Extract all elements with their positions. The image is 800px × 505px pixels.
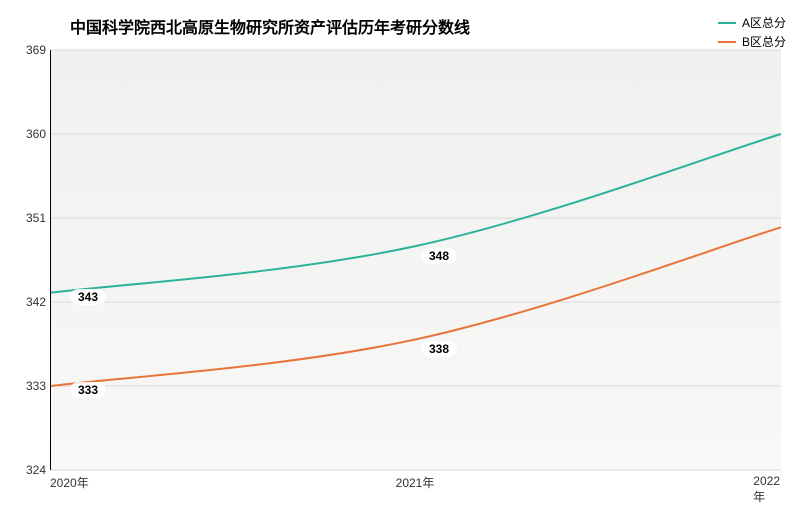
chart-container: 中国科学院西北高原生物研究所资产评估历年考研分数线 A区总分 B区总分 324 3… <box>0 0 800 500</box>
legend-item-b: B区总分 <box>718 33 786 50</box>
plot-area <box>50 50 780 470</box>
data-point-label: 348 <box>421 248 457 264</box>
data-point-label: 333 <box>70 382 106 398</box>
legend-item-a: A区总分 <box>718 14 786 31</box>
legend: A区总分 B区总分 <box>718 14 786 52</box>
chart-title: 中国科学院西北高原生物研究所资产评估历年考研分数线 <box>70 14 470 38</box>
data-point-label: 338 <box>421 341 457 357</box>
legend-label-b: B区总分 <box>742 33 786 50</box>
plot-svg <box>51 50 781 470</box>
legend-swatch-b <box>718 41 736 43</box>
ytick-label: 324 <box>6 463 46 477</box>
legend-swatch-a <box>718 22 736 24</box>
ytick-label: 333 <box>6 379 46 393</box>
data-point-label: 343 <box>70 289 106 305</box>
ytick-label: 342 <box>6 295 46 309</box>
legend-label-a: A区总分 <box>742 14 786 31</box>
ytick-label: 360 <box>6 127 46 141</box>
xtick-label: 2021年 <box>396 474 435 491</box>
plot-bg <box>51 50 781 470</box>
ytick-label: 351 <box>6 211 46 225</box>
xtick-label: 2022年 <box>753 474 780 505</box>
ytick-label: 369 <box>6 43 46 57</box>
xtick-label: 2020年 <box>50 474 89 491</box>
